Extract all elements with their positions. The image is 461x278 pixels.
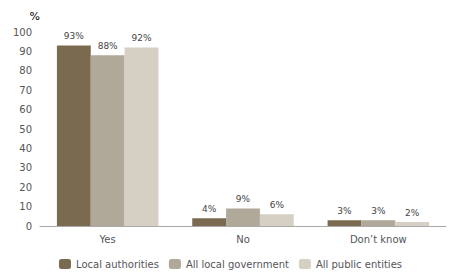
svg-text:50: 50 [19, 124, 32, 135]
svg-text:60: 60 [19, 104, 32, 115]
svg-text:30: 30 [19, 162, 32, 173]
svg-text:80: 80 [19, 65, 32, 76]
svg-text:All local government: All local government [186, 259, 289, 270]
svg-text:9%: 9% [236, 194, 251, 204]
svg-text:92%: 92% [131, 33, 151, 43]
svg-text:4%: 4% [202, 204, 217, 214]
svg-text:Yes: Yes [99, 234, 116, 245]
svg-text:%: % [30, 10, 40, 23]
svg-text:90: 90 [19, 46, 32, 57]
svg-text:40: 40 [19, 143, 32, 154]
svg-text:3%: 3% [337, 206, 352, 216]
svg-text:All public entities: All public entities [316, 259, 402, 270]
svg-text:Local authorities: Local authorities [76, 259, 159, 270]
svg-text:No: No [236, 234, 250, 245]
svg-text:20: 20 [19, 182, 32, 193]
svg-text:100: 100 [13, 27, 32, 38]
svg-text:Don’t know: Don’t know [350, 234, 407, 245]
svg-text:93%: 93% [64, 31, 84, 41]
svg-text:10: 10 [19, 201, 32, 212]
svg-text:88%: 88% [98, 41, 118, 51]
svg-text:70: 70 [19, 85, 32, 96]
svg-text:2%: 2% [405, 208, 420, 218]
svg-text:3%: 3% [371, 206, 386, 216]
svg-text:0: 0 [26, 221, 32, 232]
svg-text:6%: 6% [270, 200, 285, 210]
